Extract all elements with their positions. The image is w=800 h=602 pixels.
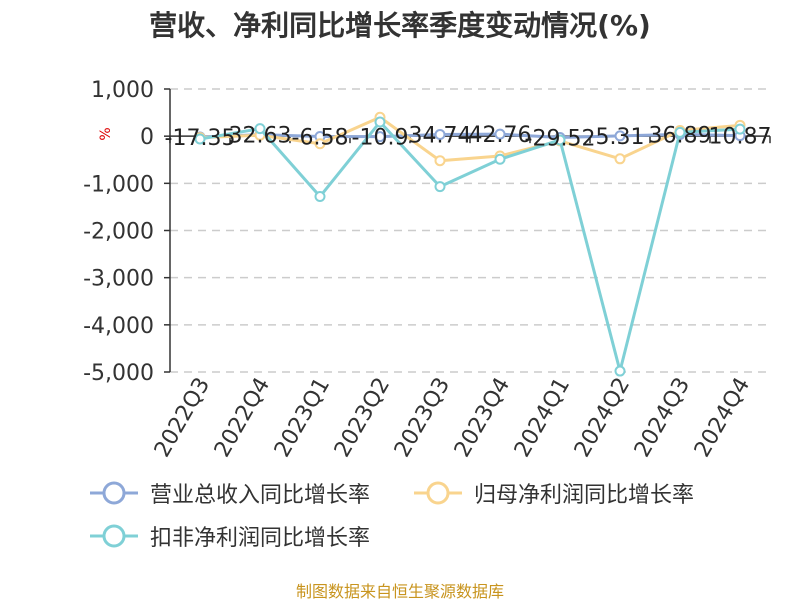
y-tick-label: 1,000 xyxy=(91,78,154,103)
series-line-revenue xyxy=(199,132,741,140)
data-point-deducted_profit xyxy=(314,191,326,203)
data-label-revenue: 34.74 xyxy=(409,124,472,149)
data-point-deducted_profit xyxy=(674,126,686,138)
legend-deducted-profit-icon xyxy=(90,524,138,548)
data-label-revenue: -29.52 xyxy=(525,127,596,152)
legend-item-net-profit[interactable]: 归母净利润同比增长率 xyxy=(412,478,694,508)
data-label-revenue: 42.76 xyxy=(469,123,532,148)
x-tick-label: 2022Q4 xyxy=(210,374,275,462)
data-point-revenue xyxy=(494,128,506,140)
y-tick-label: -1,000 xyxy=(83,172,154,197)
legend-net-profit-icon xyxy=(414,481,462,505)
legend-label-net-profit: 归母净利润同比增长率 xyxy=(474,483,695,508)
unit-label: % xyxy=(98,127,114,140)
data-label-revenue: -6.58 xyxy=(292,125,349,150)
legend-item-deducted-profit[interactable]: 扣非净利润同比增长率 xyxy=(88,521,370,551)
legend-label-revenue: 营业总收入同比增长率 xyxy=(150,483,371,508)
y-tick-label: -3,000 xyxy=(83,267,154,292)
series-line-deducted_profit xyxy=(199,120,741,373)
data-label-revenue: 5.31 xyxy=(596,125,645,150)
data-point-deducted_profit xyxy=(254,123,266,135)
series-line-net_profit xyxy=(199,115,741,163)
x-tick-label: 2024Q2 xyxy=(570,374,635,462)
data-point-deducted_profit xyxy=(734,123,746,135)
data-point-revenue xyxy=(434,129,446,141)
y-tick-label: 0 xyxy=(140,125,154,150)
data-point-net_profit xyxy=(314,138,326,150)
x-tick-label: 2024Q1 xyxy=(510,374,575,462)
data-point-deducted_profit xyxy=(434,181,446,193)
data-point-deducted_profit xyxy=(554,134,566,146)
y-tick-label: -2,000 xyxy=(83,220,154,245)
data-label-revenue: 32.63 xyxy=(229,124,292,149)
chart-title: 营收、净利同比增长率季度变动情况(%) xyxy=(149,9,651,42)
data-point-deducted_profit xyxy=(494,153,506,165)
data-point-net_profit xyxy=(434,155,446,167)
x-tick-label: 2022Q3 xyxy=(150,374,215,462)
y-tick-label: -4,000 xyxy=(83,314,154,339)
source-note: 制图数据来自恒生聚源数据库 xyxy=(295,582,504,601)
y-tick-label: -5,000 xyxy=(83,361,154,386)
x-tick-label: 2023Q2 xyxy=(330,374,395,462)
data-label-revenue: -10.9 xyxy=(352,126,409,151)
data-label-revenue: 36.89 xyxy=(649,123,712,148)
data-label-revenue: -17.35 xyxy=(165,126,236,151)
data-point-deducted_profit xyxy=(194,133,206,145)
data-point-net_profit xyxy=(614,153,626,165)
legend-label-deducted-profit: 扣非净利润同比增长率 xyxy=(150,526,371,551)
x-tick-label: 2023Q4 xyxy=(450,374,515,462)
legend-item-revenue[interactable]: 营业总收入同比增长率 xyxy=(88,478,370,508)
x-tick-label: 2024Q4 xyxy=(690,374,755,462)
data-label-revenue: 10.87 xyxy=(709,125,772,150)
data-point-deducted_profit xyxy=(374,116,386,128)
x-tick-label: 2023Q1 xyxy=(270,374,335,462)
legend-revenue-icon xyxy=(90,481,138,505)
data-point-deducted_profit xyxy=(614,365,626,377)
x-tick-label: 2023Q3 xyxy=(390,374,455,462)
x-tick-label: 2024Q3 xyxy=(630,374,695,462)
data-point-revenue xyxy=(374,131,386,143)
data-point-revenue xyxy=(614,130,626,142)
